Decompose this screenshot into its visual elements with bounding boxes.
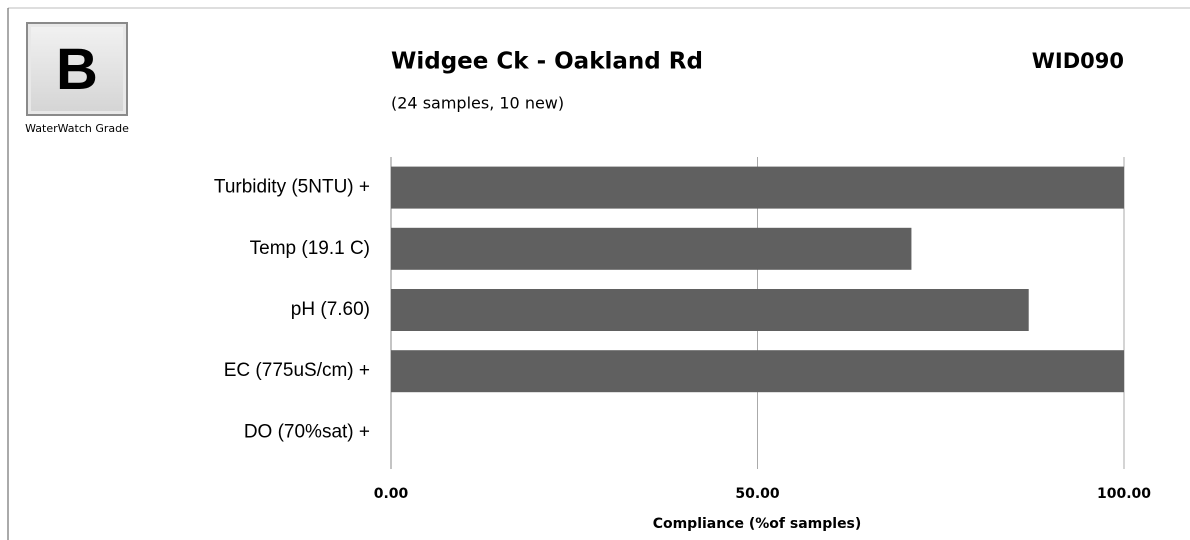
- y-tick-label: EC (775uS/cm) +: [224, 360, 370, 381]
- grade-caption: WaterWatch Grade: [25, 122, 129, 135]
- x-axis-title: Compliance (%of samples): [653, 516, 862, 532]
- x-tick-label: 50.00: [735, 486, 780, 502]
- y-tick-label: pH (7.60): [291, 299, 370, 320]
- site-code: WID090: [1032, 49, 1124, 73]
- x-tick-label: 100.00: [1097, 486, 1151, 502]
- chart-subtitle: (24 samples, 10 new): [391, 94, 564, 113]
- bar: [391, 289, 1029, 331]
- bar: [391, 166, 1124, 209]
- bar: [391, 350, 1124, 393]
- y-tick-label: Turbidity (5NTU) +: [214, 177, 370, 198]
- y-tick-label: DO (70%sat) +: [244, 421, 370, 442]
- grade-badge: B: [26, 22, 128, 116]
- x-tick-label: 0.00: [374, 486, 409, 502]
- bar: [391, 227, 912, 270]
- chart-title: Widgee Ck - Oakland Rd: [391, 49, 703, 75]
- y-tick-label: Temp (19.1 C): [250, 238, 370, 259]
